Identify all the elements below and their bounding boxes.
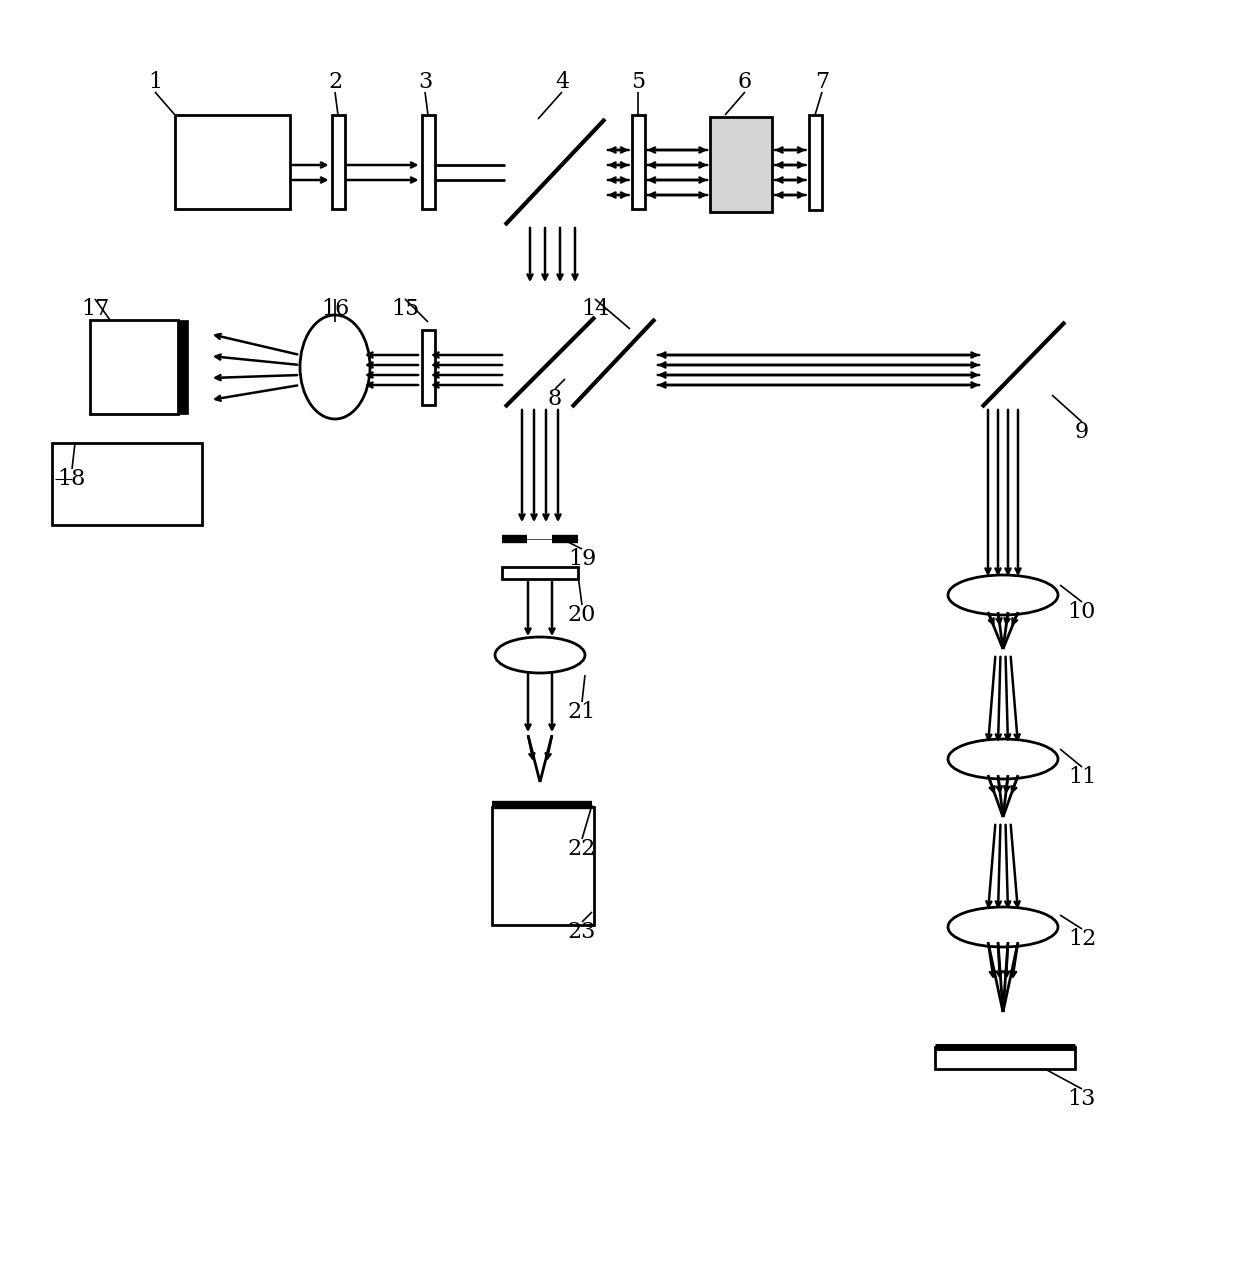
Text: 11: 11: [1068, 767, 1096, 788]
Text: 19: 19: [568, 549, 596, 570]
Bar: [711, 117, 773, 212]
Bar: [179, 321, 188, 414]
Bar: [631, 115, 645, 209]
Bar: [935, 1047, 1075, 1069]
Text: 4: 4: [556, 71, 569, 92]
Text: 9: 9: [1075, 421, 1089, 443]
Text: 15: 15: [391, 298, 419, 321]
Text: 13: 13: [1068, 1088, 1096, 1110]
Text: 17: 17: [81, 298, 109, 321]
Bar: [175, 115, 290, 209]
Text: 6: 6: [738, 71, 753, 92]
Bar: [52, 443, 202, 525]
Bar: [422, 329, 434, 404]
Text: 20: 20: [568, 604, 596, 626]
Bar: [331, 115, 345, 209]
Text: 21: 21: [568, 701, 596, 723]
Text: 10: 10: [1068, 601, 1096, 623]
Text: 16: 16: [321, 298, 350, 321]
Text: 18: 18: [58, 468, 87, 490]
Text: 14: 14: [580, 298, 609, 321]
Text: 2: 2: [327, 71, 342, 92]
Text: 7: 7: [815, 71, 830, 92]
Bar: [422, 115, 434, 209]
Text: 8: 8: [548, 388, 562, 411]
Text: 5: 5: [631, 71, 645, 92]
Bar: [91, 321, 179, 414]
Text: 23: 23: [568, 921, 596, 943]
Text: 12: 12: [1068, 927, 1096, 950]
Text: 22: 22: [568, 837, 596, 860]
Text: 1: 1: [148, 71, 162, 92]
Bar: [492, 807, 594, 925]
Text: 3: 3: [418, 71, 432, 92]
Bar: [808, 114, 822, 209]
Bar: [502, 568, 578, 579]
